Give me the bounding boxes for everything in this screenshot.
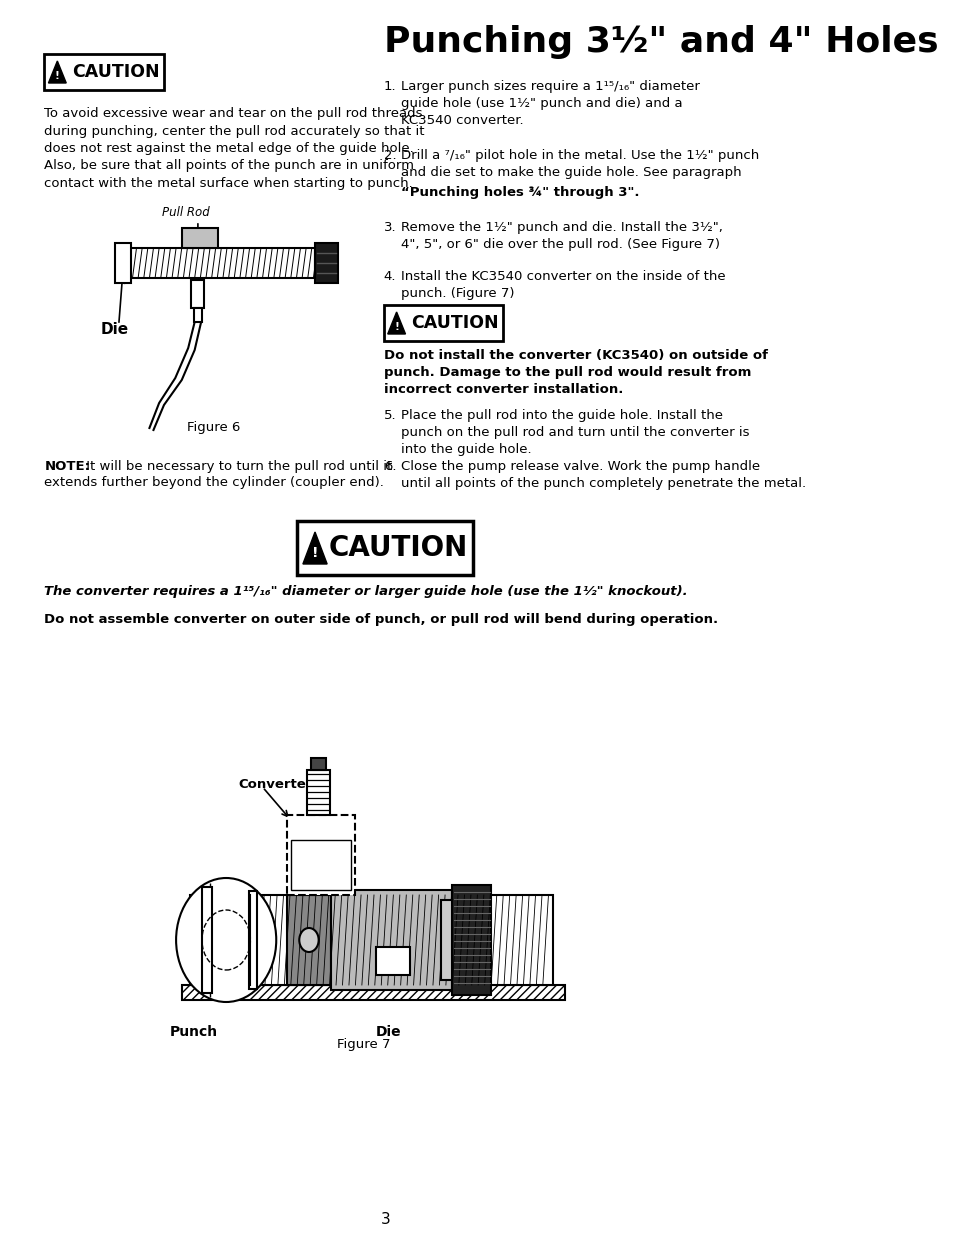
Bar: [287, 815, 355, 895]
Text: Converter: Converter: [238, 778, 313, 792]
Bar: [307, 769, 329, 815]
Bar: [249, 890, 256, 989]
Text: 3.: 3.: [383, 221, 395, 233]
Text: !: !: [312, 546, 318, 559]
Bar: [192, 280, 204, 308]
Bar: [452, 885, 491, 995]
Text: Install the KC3540 converter on the inside of the
punch. (Figure 7): Install the KC3540 converter on the insi…: [401, 270, 725, 300]
Text: Die: Die: [375, 1025, 401, 1039]
Bar: [291, 840, 351, 890]
Text: Figure 6: Figure 6: [187, 421, 240, 435]
Text: Do not assemble converter on outer side of punch, or pull rod will bend during o: Do not assemble converter on outer side …: [45, 613, 718, 626]
Bar: [202, 887, 212, 993]
Text: “Punching holes ¾" through 3".: “Punching holes ¾" through 3".: [401, 186, 639, 199]
Bar: [190, 895, 553, 986]
Text: 6.: 6.: [383, 459, 395, 473]
Text: 4.: 4.: [383, 270, 395, 283]
Text: !: !: [55, 70, 60, 82]
Bar: [440, 900, 452, 981]
Text: Die: Die: [101, 322, 129, 337]
Text: Punching 3½" and 4" Holes: Punching 3½" and 4" Holes: [383, 25, 938, 59]
Bar: [129, 248, 314, 278]
Bar: [182, 986, 565, 1000]
Bar: [114, 243, 131, 283]
Text: Punch: Punch: [170, 1025, 217, 1039]
Text: 1.: 1.: [383, 80, 395, 93]
Bar: [375, 947, 409, 974]
Text: Place the pull rod into the guide hole. Install the
punch on the pull rod and tu: Place the pull rod into the guide hole. …: [401, 409, 749, 456]
Text: Close the pump release valve. Work the pump handle
until all points of the punch: Close the pump release valve. Work the p…: [401, 459, 805, 490]
Bar: [210, 895, 226, 986]
Bar: [193, 308, 202, 322]
Bar: [311, 758, 325, 769]
Bar: [383, 305, 502, 341]
Circle shape: [176, 878, 276, 1002]
Text: CAUTION: CAUTION: [411, 314, 498, 332]
Text: 5.: 5.: [383, 409, 395, 422]
Text: Do not install the converter (KC3540) on outside of
punch. Damage to the pull ro: Do not install the converter (KC3540) on…: [383, 350, 767, 396]
Bar: [314, 243, 337, 283]
Text: !: !: [394, 322, 398, 332]
Circle shape: [299, 927, 318, 952]
Text: CAUTION: CAUTION: [71, 63, 159, 82]
Text: It will be necessary to turn the pull rod until it: It will be necessary to turn the pull ro…: [82, 459, 392, 473]
Polygon shape: [49, 61, 66, 83]
Text: The converter requires a 1¹⁵/₁₆" diameter or larger guide hole (use the 1½" knoc: The converter requires a 1¹⁵/₁₆" diamete…: [45, 585, 687, 598]
Bar: [297, 521, 473, 576]
Bar: [331, 890, 452, 990]
Polygon shape: [303, 532, 327, 564]
Text: Drill a ⁷/₁₆" pilot hole in the metal. Use the 1½" punch
and die set to make the: Drill a ⁷/₁₆" pilot hole in the metal. U…: [401, 149, 759, 179]
Text: CAUTION: CAUTION: [328, 534, 467, 562]
Text: Figure 7: Figure 7: [336, 1037, 390, 1051]
Text: 3: 3: [380, 1213, 390, 1228]
Bar: [287, 895, 331, 986]
Bar: [182, 228, 218, 248]
Text: extends further beyond the cylinder (coupler end).: extends further beyond the cylinder (cou…: [45, 475, 384, 489]
Polygon shape: [387, 312, 405, 333]
Text: Pull Rod: Pull Rod: [162, 205, 210, 219]
Text: To avoid excessive wear and tear on the pull rod threads
during punching, center: To avoid excessive wear and tear on the …: [45, 107, 424, 190]
Text: Remove the 1½" punch and die. Install the 3½",
4", 5", or 6" die over the pull r: Remove the 1½" punch and die. Install th…: [401, 221, 722, 251]
Text: NOTE:: NOTE:: [45, 459, 91, 473]
Text: Larger punch sizes require a 1¹⁵/₁₆" diameter
guide hole (use 1½" punch and die): Larger punch sizes require a 1¹⁵/₁₆" dia…: [401, 80, 700, 127]
Bar: [45, 54, 164, 90]
Text: 2.: 2.: [383, 149, 395, 162]
